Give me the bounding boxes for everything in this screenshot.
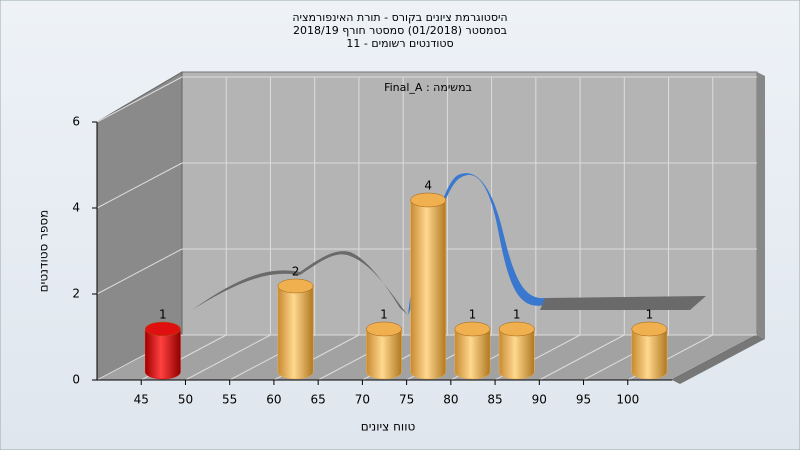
title-line: היסטוגרמת ציונים בקורס - תורת האינפורמצי… bbox=[292, 11, 507, 24]
y-axis-label: מספר סטודנטים bbox=[37, 210, 51, 293]
x-tick-label: 45 bbox=[134, 393, 149, 407]
bar-top bbox=[498, 321, 535, 337]
bar bbox=[454, 328, 491, 380]
grid-line bbox=[539, 334, 625, 381]
title-line: סטודנטים רשומים - 11 bbox=[346, 37, 453, 50]
bar bbox=[631, 328, 668, 380]
x-tick-label: 75 bbox=[399, 393, 414, 407]
x-tick-label: 80 bbox=[443, 393, 458, 407]
grid-line bbox=[185, 334, 271, 381]
grid-line bbox=[96, 76, 183, 123]
bar bbox=[366, 328, 402, 380]
x-tick-label: 60 bbox=[266, 393, 281, 407]
bar-top bbox=[454, 321, 491, 337]
y-tick-label: 6 bbox=[72, 115, 80, 129]
title-line: בסמסטר (01/2018) סמסטר חורף 2018/19 bbox=[293, 24, 507, 37]
x-tick-label: 55 bbox=[222, 393, 237, 407]
x-axis-label: טווח ציונים bbox=[361, 420, 416, 434]
x-tick-label: 90 bbox=[532, 393, 547, 407]
data-label: 1 bbox=[469, 308, 477, 322]
bar bbox=[410, 199, 447, 380]
data-label: 1 bbox=[380, 308, 388, 322]
back-wall bbox=[181, 71, 758, 336]
data-label: 1 bbox=[513, 308, 521, 322]
bar bbox=[277, 285, 314, 380]
bar-top bbox=[277, 278, 314, 294]
x-tick-label: 95 bbox=[576, 393, 591, 407]
y-tick-label: 2 bbox=[72, 287, 80, 301]
annotation: Final_A : במשימה bbox=[384, 81, 472, 94]
y-tick-label: 4 bbox=[72, 201, 80, 215]
data-label: 4 bbox=[424, 179, 432, 193]
grid-line bbox=[96, 162, 183, 209]
y-tick-label: 0 bbox=[72, 373, 80, 387]
grid-line bbox=[96, 248, 183, 295]
x-tick-label: 65 bbox=[311, 393, 326, 407]
data-label: 2 bbox=[292, 265, 300, 279]
bar-top bbox=[366, 321, 402, 337]
x-tick-label: 70 bbox=[355, 393, 370, 407]
x-tick-label: 85 bbox=[487, 393, 502, 407]
x-tick-label: 50 bbox=[178, 393, 193, 407]
fit-curve bbox=[540, 296, 706, 310]
bar bbox=[498, 328, 535, 380]
bar-top bbox=[410, 192, 447, 208]
bar-top bbox=[631, 321, 668, 337]
data-label: 1 bbox=[646, 308, 654, 322]
data-label: 1 bbox=[159, 308, 167, 322]
bar-top bbox=[144, 321, 181, 337]
bar bbox=[144, 328, 181, 380]
wall-edge bbox=[757, 72, 765, 339]
floor-edge bbox=[672, 335, 765, 384]
x-tick-label: 100 bbox=[616, 393, 639, 407]
